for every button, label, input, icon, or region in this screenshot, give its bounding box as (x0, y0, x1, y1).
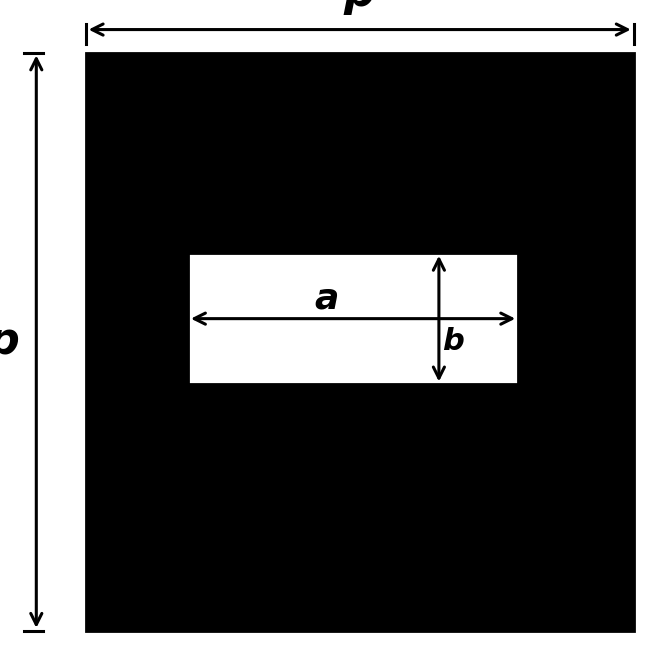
Bar (86, 53, 634, 631)
Text: b: b (442, 327, 464, 355)
Text: p: p (344, 0, 376, 15)
Text: a: a (315, 281, 339, 315)
Text: p: p (0, 320, 20, 363)
Bar (188, 253, 518, 384)
